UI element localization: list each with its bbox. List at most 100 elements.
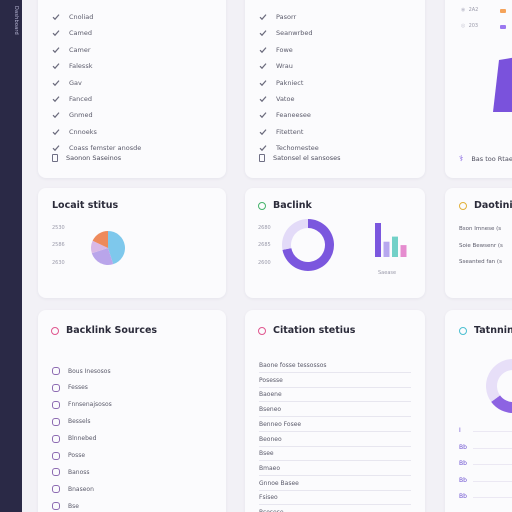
source-item[interactable]: Bse <box>52 501 79 511</box>
card-footer[interactable]: Saonon Saseinos <box>52 154 121 162</box>
row-divider <box>259 372 411 373</box>
citation-row[interactable]: Gnnoe Basee <box>259 479 299 487</box>
source-item[interactable]: Banoss <box>52 467 90 477</box>
source-item[interactable]: Posse <box>52 451 85 461</box>
sidebar: Dashboard <box>0 0 22 512</box>
source-type-icon <box>52 383 60 392</box>
checklist-item[interactable]: Camer <box>52 45 91 55</box>
source-item[interactable]: Blnnebed <box>52 434 96 444</box>
backlink-bar-chart <box>375 223 407 257</box>
check-icon <box>52 129 60 135</box>
pie-slice <box>486 359 512 402</box>
checklist-item[interactable]: Fitettent <box>259 127 303 137</box>
source-item-label: Posse <box>68 452 86 459</box>
row-divider <box>259 504 411 506</box>
backlink-card: Baclink 2680 2685 2600 Saease <box>245 188 425 298</box>
accent-mark <box>500 9 506 13</box>
accent-mark <box>500 25 506 29</box>
trend-row[interactable]: Bb <box>459 476 467 484</box>
card-title: Daotini <box>459 200 512 211</box>
row-divider <box>473 497 512 498</box>
backlink-donut-chart <box>282 219 334 271</box>
pie-slice <box>91 248 114 265</box>
source-icon <box>51 326 59 335</box>
trend-row[interactable]: Bb <box>459 443 467 451</box>
data-row: Soie Bewsenr (s <box>459 243 503 249</box>
row-divider <box>259 460 411 462</box>
trend-row[interactable]: I <box>459 427 461 434</box>
checklist-item[interactable]: Camed <box>52 28 92 38</box>
citation-row[interactable]: Beoneo <box>259 435 282 443</box>
checklist-item[interactable]: Cnoliad <box>52 12 93 22</box>
checklist-item[interactable]: Wrau <box>259 61 293 71</box>
citation-row[interactable]: Bseneo <box>259 406 282 414</box>
source-item[interactable]: Bessels <box>52 417 91 427</box>
checklist-item[interactable]: Pakniect <box>259 78 303 88</box>
checklist-item[interactable]: Falessk <box>52 61 92 71</box>
chart-label: 2630 <box>52 260 65 266</box>
checklist-item[interactable]: Feaneesee <box>259 110 311 120</box>
checklist-item[interactable]: Fanced <box>52 94 92 104</box>
citation-row[interactable]: Bsosese <box>259 509 284 512</box>
source-type-icon <box>52 485 60 494</box>
checklist-item[interactable]: Vatoe <box>259 94 294 104</box>
citation-row[interactable]: Fsiseo <box>259 494 278 502</box>
chart-label: 2530 <box>52 225 65 231</box>
source-item-label: Fnnsenajsosos <box>68 401 112 409</box>
pie-slice <box>282 219 308 250</box>
checklist-item-label: Pakniect <box>276 78 304 87</box>
citation-row[interactable]: Posesse <box>259 376 283 384</box>
row-divider <box>259 445 411 447</box>
source-item-label: Banoss <box>68 468 90 476</box>
source-item[interactable]: Bous Inesosos <box>52 366 111 376</box>
citation-row[interactable]: Bsee <box>259 450 274 458</box>
source-item[interactable]: Fnnsenajsosos <box>52 400 112 410</box>
checklist-item-label: Cnoliad <box>69 13 94 21</box>
source-type-icon <box>52 367 60 375</box>
checklist-item[interactable]: Coass femster anosde <box>52 143 141 153</box>
purple-shape <box>493 57 512 112</box>
checklist-item[interactable]: Seanwrbed <box>259 28 312 38</box>
bar <box>383 241 390 257</box>
checklist-item-label: Camed <box>69 29 92 38</box>
citation-row[interactable]: Benneo Fosee <box>259 420 302 428</box>
checklist-item[interactable]: Cnnoeks <box>52 127 97 137</box>
source-type-icon <box>52 400 60 409</box>
status-icon <box>459 201 467 210</box>
row-divider <box>259 489 411 491</box>
checklist-item[interactable]: Gav <box>52 78 82 88</box>
status-check-icon <box>258 201 266 210</box>
checklist-item-label: Fanced <box>69 95 92 103</box>
data-row: Sseanted fan (s <box>459 259 502 265</box>
bar-caption: Saease <box>378 270 397 276</box>
citation-row[interactable]: Baoene <box>259 391 282 399</box>
citation-row[interactable]: Baone fosse tessossos <box>259 362 327 369</box>
card-footer[interactable]: Satonsel el sansoses <box>259 154 341 162</box>
data-card: Daotini Bson Imnese (s Soie Bewsenr (s S… <box>445 188 512 298</box>
checklist-item[interactable]: Techomestee <box>259 143 319 153</box>
row-divider <box>259 474 411 476</box>
checklist-item-label: Seanwrbed <box>276 29 313 38</box>
trend-donut-chart <box>486 359 512 413</box>
check-icon <box>52 96 60 103</box>
checklist-item[interactable]: Pasorr <box>259 12 296 22</box>
citation-row[interactable]: Bmaeo <box>259 464 280 472</box>
checklist-item[interactable]: Gnmed <box>52 110 93 120</box>
overview-card: ◉ 2A2 ◎ 203 ⚕ Bas too Rtae <box>445 0 512 178</box>
trend-row[interactable]: Bb <box>459 493 467 500</box>
check-icon <box>52 47 60 53</box>
card-footer[interactable]: ⚕ Bas too Rtae <box>459 154 512 163</box>
checklist-item[interactable]: Fowe <box>259 45 293 55</box>
source-item-label: Bous Inesosos <box>68 367 111 375</box>
check-icon <box>259 47 267 53</box>
row-divider <box>473 431 512 432</box>
card-title: Baclink <box>258 200 312 211</box>
document-icon <box>259 154 265 162</box>
source-item[interactable]: Bnaseon <box>52 484 94 494</box>
row-divider <box>473 464 512 465</box>
source-item[interactable]: Fesses <box>52 383 88 393</box>
source-item-label: Bessels <box>68 418 91 426</box>
locale-status-card: Locait stitus 2530 2586 2630 <box>38 188 226 298</box>
trend-row[interactable]: Bb <box>459 460 467 467</box>
checklist-item-label: Fitettent <box>276 127 304 136</box>
